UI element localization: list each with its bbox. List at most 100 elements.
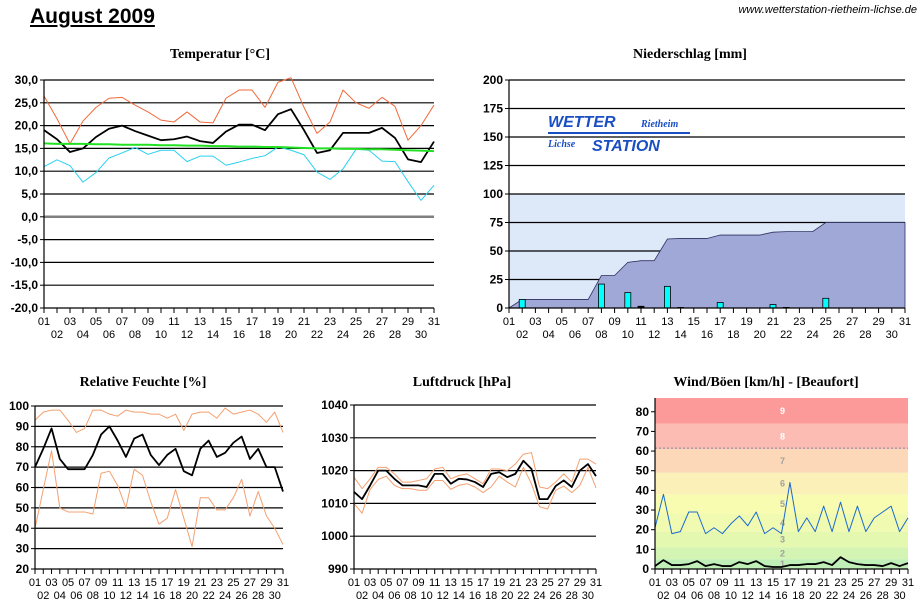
page-title: August 2009 <box>30 5 155 28</box>
series-line-böen <box>654 482 909 535</box>
logo-word-station: STATION <box>592 138 660 155</box>
x-tick-label: 05 <box>683 577 695 589</box>
bar-day-02 <box>518 299 526 309</box>
series-line-min <box>353 466 597 514</box>
x-tick-label: 22 <box>780 329 792 341</box>
x-tick-label: 11 <box>734 577 745 589</box>
y-tick-label: 25 <box>490 273 504 287</box>
x-tick-label: 16 <box>153 590 165 602</box>
series-line-min <box>43 146 435 201</box>
x-tick-label: 04 <box>54 590 66 602</box>
x-tick-label: 07 <box>396 577 408 589</box>
x-tick-label: 14 <box>136 590 148 602</box>
y-tick-label: 20 <box>636 523 650 537</box>
x-tick-label: 08 <box>87 590 99 602</box>
y-tick-label: 70 <box>16 460 30 474</box>
chart-title: Relative Feuchte [%] <box>80 375 207 390</box>
x-tick-label: 23 <box>834 577 846 589</box>
x-tick-label: 19 <box>801 577 813 589</box>
x-tick-label: 15 <box>220 316 232 328</box>
x-tick-label: 01 <box>29 577 41 589</box>
x-tick-label: 07 <box>78 577 90 589</box>
x-tick-label: 23 <box>211 577 223 589</box>
x-tick-label: 14 <box>207 329 219 341</box>
x-tick-label: 17 <box>714 316 726 328</box>
x-tick-label: 01 <box>503 316 515 328</box>
x-tick-label: 03 <box>529 316 541 328</box>
beaufort-label: 5 <box>780 499 785 509</box>
x-tick-label: 30 <box>886 329 898 341</box>
x-tick-label: 04 <box>372 590 384 602</box>
x-tick-label: 08 <box>404 590 416 602</box>
chart-pressure: Luftdruck [hPa]1040103010201010100099001… <box>321 375 602 602</box>
y-tick-label: 30 <box>16 542 30 556</box>
x-tick-label: 07 <box>699 577 711 589</box>
x-tick-label: 23 <box>793 316 805 328</box>
x-tick-label: 27 <box>868 577 880 589</box>
x-tick-label: 05 <box>90 316 102 328</box>
bar-day-13 <box>664 285 671 309</box>
x-tick-label: 28 <box>566 590 578 602</box>
beaufort-band-5 <box>655 494 908 514</box>
x-tick-label: 20 <box>754 329 766 341</box>
x-tick-label: 02 <box>657 590 669 602</box>
x-tick-label: 29 <box>260 577 272 589</box>
chart-temperature: Temperatur [°C] 30,0 25,0 20,0 15,0 10,0 5,0 0,… <box>11 47 440 341</box>
x-tick-label: 13 <box>445 577 457 589</box>
x-tick-label: 25 <box>541 577 553 589</box>
x-tick-label: 01 <box>348 577 360 589</box>
x-tick-label: 08 <box>708 590 720 602</box>
x-tick-label: 05 <box>62 577 74 589</box>
x-tick-label: 10 <box>622 329 634 341</box>
x-tick-label: 14 <box>759 590 771 602</box>
x-tick-label: 10 <box>155 329 167 341</box>
x-tick-label: 26 <box>833 329 845 341</box>
y-tick-label: -20,0 <box>11 301 39 315</box>
x-tick-label: 15 <box>688 316 700 328</box>
x-tick-label: 17 <box>477 577 489 589</box>
x-tick-label: 06 <box>691 590 703 602</box>
x-tick-label: 02 <box>516 329 528 341</box>
x-tick-label: 28 <box>252 590 264 602</box>
x-tick-label: 25 <box>350 316 362 328</box>
x-tick-label: 08 <box>595 329 607 341</box>
y-tick-label: 5,0 <box>21 187 38 201</box>
x-tick-label: 28 <box>877 590 889 602</box>
y-tick-label: 90 <box>16 419 30 433</box>
x-tick-label: 24 <box>843 590 855 602</box>
x-tick-label: 22 <box>517 590 529 602</box>
station-logo: WETTER Rietheim Lichse STATION <box>547 114 690 155</box>
x-tick-label: 03 <box>45 577 57 589</box>
x-tick-label: 03 <box>64 316 76 328</box>
logo-word-rietheim: Rietheim <box>640 119 678 130</box>
beaufort-label: 7 <box>780 456 785 466</box>
x-tick-label: 11 <box>112 577 123 589</box>
x-tick-label: 25 <box>820 316 832 328</box>
series-line-trend <box>43 142 435 153</box>
x-tick-label: 17 <box>246 316 258 328</box>
x-tick-label: 24 <box>533 590 545 602</box>
x-tick-label: 31 <box>902 577 914 589</box>
beaufort-band-7 <box>655 449 908 473</box>
x-tick-label: 25 <box>227 577 239 589</box>
x-tick-label: 29 <box>872 316 884 328</box>
x-tick-label: 14 <box>453 590 465 602</box>
x-tick-label: 20 <box>809 590 821 602</box>
x-tick-label: 11 <box>429 577 440 589</box>
x-tick-label: 18 <box>727 329 739 341</box>
x-tick-label: 21 <box>194 577 206 589</box>
x-tick-label: 17 <box>784 577 796 589</box>
beaufort-band-3 <box>655 531 908 548</box>
x-tick-label: 11 <box>635 316 646 328</box>
chart-precipitation: Niederschlag [mm]20017515012510075502500… <box>483 47 911 341</box>
x-tick-label: 06 <box>103 329 115 341</box>
x-tick-label: 17 <box>161 577 173 589</box>
x-tick-label: 15 <box>461 577 473 589</box>
x-tick-label: 06 <box>569 329 581 341</box>
x-tick-label: 24 <box>337 329 349 341</box>
x-tick-label: 16 <box>775 590 787 602</box>
y-tick-label: 175 <box>483 102 503 116</box>
x-tick-label: 16 <box>233 329 245 341</box>
x-tick-label: 13 <box>128 577 140 589</box>
